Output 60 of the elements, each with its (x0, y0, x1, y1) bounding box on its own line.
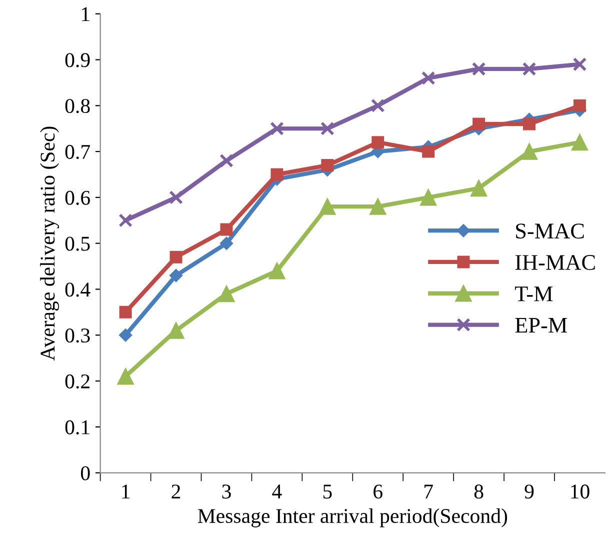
point (169, 190, 183, 204)
point (372, 136, 384, 149)
legend-label: S-MAC (516, 224, 584, 239)
point (571, 134, 588, 151)
point (572, 57, 587, 72)
point (168, 322, 184, 339)
point (573, 99, 586, 112)
point (422, 145, 435, 158)
y-tick-label: 0.7 (65, 144, 90, 160)
legend-label: T-M (514, 286, 553, 302)
point (370, 98, 385, 113)
point (472, 118, 486, 130)
point (523, 118, 536, 130)
point (520, 143, 538, 160)
y-tick-label: 0.2 (65, 374, 90, 389)
point (321, 159, 334, 172)
x-tick-label: 5 (323, 484, 332, 499)
y-tick-label: 0.3 (65, 328, 90, 343)
y-tick-label: 0.4 (65, 282, 90, 297)
point (220, 154, 234, 168)
y-tick-label: 0.8 (65, 98, 90, 114)
x-tick-label: 7 (424, 484, 433, 498)
point (170, 250, 182, 264)
x-tick-label: 10 (571, 484, 590, 499)
x-tick-label: 1 (122, 484, 130, 498)
y-tick-label: 0.1 (65, 420, 90, 434)
point (270, 168, 284, 181)
point (319, 198, 336, 215)
point (220, 223, 233, 236)
point (320, 122, 334, 136)
point (117, 368, 134, 385)
y-tick-label: 0.6 (65, 190, 90, 205)
point (268, 262, 286, 280)
point (169, 268, 183, 282)
point (420, 189, 437, 206)
x-tick-label: 8 (474, 484, 484, 499)
x-tick-label: 6 (374, 484, 382, 499)
point (118, 213, 132, 228)
point (270, 122, 284, 136)
legend-label: EP-M (515, 318, 568, 333)
point (470, 180, 488, 197)
x-tick-label: 2 (172, 484, 180, 498)
point (119, 306, 132, 318)
point (220, 236, 234, 250)
legend-label: IH-MAC (515, 255, 595, 270)
point (370, 198, 386, 215)
x-axis-title: Message Inter arrival period(Second) (198, 508, 508, 528)
x-tick-label: 9 (524, 484, 534, 499)
point (218, 285, 235, 302)
y-tick-label: 0.9 (65, 53, 90, 68)
point (472, 62, 486, 76)
y-axis-title: Average delivery ratio (Sec) (40, 126, 59, 361)
y-tick-label: 0.5 (65, 236, 90, 251)
point (522, 62, 536, 76)
point (118, 328, 132, 342)
y-tick-label: 0 (80, 466, 90, 480)
y-tick-label: 1 (82, 7, 90, 22)
x-tick-label: 3 (222, 484, 231, 499)
x-tick-label: 4 (272, 484, 282, 498)
point (421, 71, 436, 86)
